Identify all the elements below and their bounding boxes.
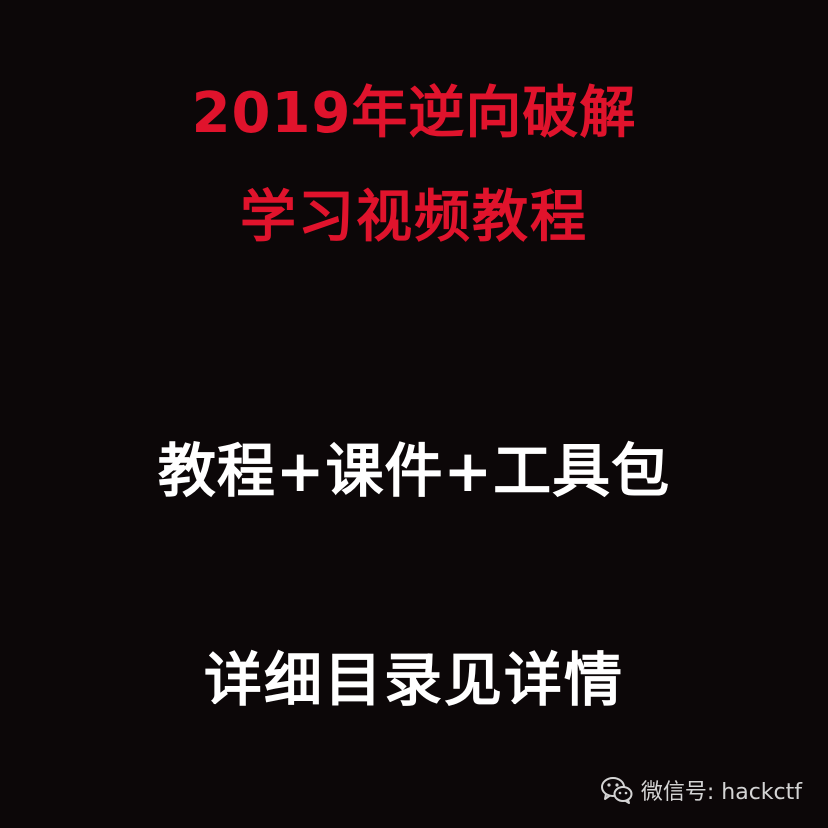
title-line-2: 学习视频教程: [240, 185, 588, 250]
watermark-text: 微信号: hackctf: [640, 780, 802, 805]
details-note: 详细目录见详情: [203, 646, 624, 714]
wechat-watermark: 微信号: hackctf: [600, 774, 802, 806]
subtitle: 教程+课件+工具包: [157, 437, 671, 505]
wechat-icon: [600, 776, 633, 804]
title-line-1: 2019年逆向破解: [191, 81, 637, 146]
